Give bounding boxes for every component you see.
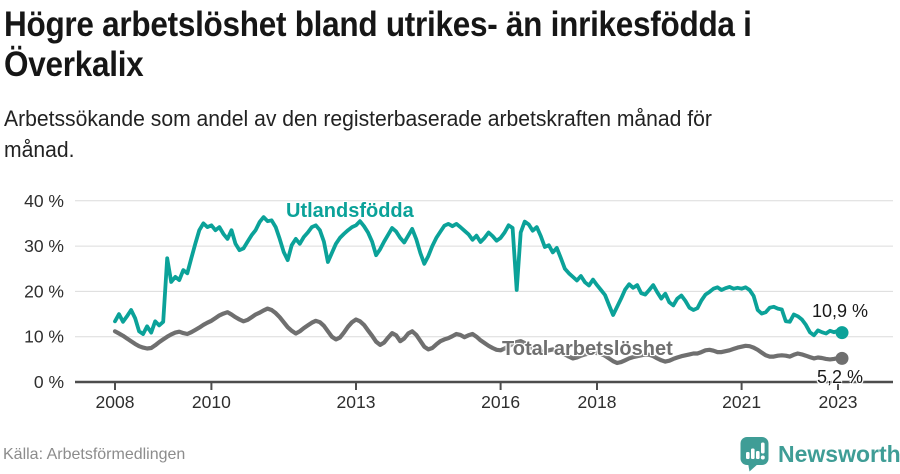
newsworthy-logo-text: Newsworthy (778, 440, 900, 467)
series-end-dot-0 (835, 326, 849, 340)
title-line-2: Överkalix (4, 44, 144, 84)
y-axis-tick-label: 0 % (34, 372, 64, 392)
source-credit: Källa: Arbetsförmedlingen (3, 446, 186, 463)
y-axis-tick-label: 40 % (24, 191, 64, 211)
end-value-label-utlandsfodda: 10,9 % (812, 301, 869, 321)
series-line-1 (112, 306, 845, 366)
series-label-total-arbetsloshet: Total arbetslöshet (502, 338, 673, 360)
subtitle-line-1: Arbetssökande som andel av den registerb… (4, 106, 712, 131)
series-line-0 (113, 215, 844, 338)
y-axis-tick-label: 10 % (24, 327, 64, 347)
title-line-1: Högre arbetslöshet bland utrikes- än inr… (4, 5, 752, 44)
newsworthy-logo-icon (740, 437, 769, 472)
x-axis-tick-label: 2016 (481, 392, 520, 412)
x-axis-tick-label: 2021 (722, 392, 761, 412)
newsworthy-logo: Newsworthy (740, 437, 900, 472)
end-value-label-total: 5,2 % (817, 367, 864, 387)
y-axis-tick-label: 30 % (24, 236, 64, 256)
series-end-dot-1 (835, 351, 849, 365)
x-axis-tick-label: 2023 (819, 392, 858, 412)
chart-subtitle: Arbetssökande som andel av den registerb… (4, 103, 839, 165)
page-title: Högre arbetslöshet bland utrikes- än inr… (4, 5, 900, 85)
x-axis-tick-label: 2008 (96, 392, 135, 412)
x-axis-tick-label: 2010 (192, 392, 231, 412)
x-axis-tick-label: 2018 (578, 392, 617, 412)
x-axis-tick-label: 2013 (337, 392, 376, 412)
y-axis-tick-label: 20 % (24, 281, 64, 301)
subtitle-line-2: månad. (4, 137, 75, 163)
series-label-utlandsfodda: Utlandsfödda (286, 200, 414, 222)
